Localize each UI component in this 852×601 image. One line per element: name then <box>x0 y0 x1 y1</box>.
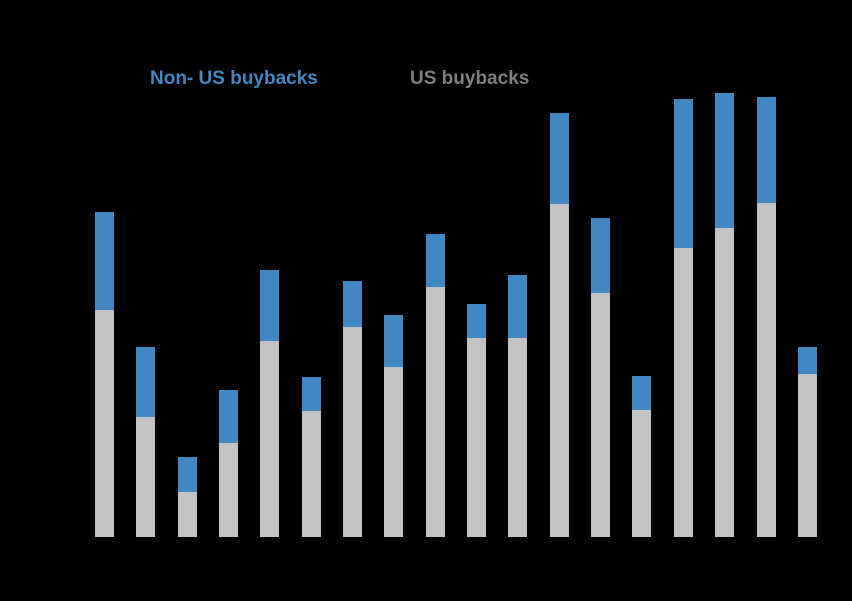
us-buybacks-segment <box>343 327 363 537</box>
non-us-buybacks-segment <box>425 234 445 287</box>
stacked-bar <box>136 347 156 537</box>
us-buybacks-segment <box>591 293 611 537</box>
non-us-buybacks-segment <box>219 390 239 443</box>
stacked-bar <box>756 97 776 537</box>
us-buybacks-segment <box>467 338 487 537</box>
stacked-bar <box>384 315 404 537</box>
non-us-buybacks-segment <box>756 97 776 203</box>
us-buybacks-segment <box>177 492 197 537</box>
non-us-buybacks-segment <box>508 275 528 338</box>
non-us-buybacks-segment <box>301 377 321 411</box>
us-buybacks-segment <box>715 228 735 537</box>
non-us-buybacks-segment <box>591 218 611 293</box>
us-buybacks-segment <box>301 411 321 537</box>
non-us-buybacks-segment <box>673 99 693 248</box>
non-us-buybacks-segment <box>797 347 817 374</box>
legend-item-non-us-buybacks: Non- US buybacks <box>150 68 318 89</box>
non-us-buybacks-segment <box>632 376 652 410</box>
non-us-buybacks-segment <box>467 304 487 338</box>
us-buybacks-segment <box>549 204 569 537</box>
non-us-buybacks-segment <box>177 457 197 492</box>
stacked-bar <box>508 275 528 537</box>
stacked-bar <box>219 390 239 537</box>
non-us-buybacks-segment <box>343 281 363 327</box>
stacked-bar <box>177 457 197 537</box>
us-buybacks-segment <box>797 374 817 537</box>
non-us-buybacks-segment <box>715 93 735 228</box>
stacked-bar <box>467 304 487 537</box>
stacked-bar <box>260 270 280 537</box>
plot-area <box>95 92 817 537</box>
us-buybacks-segment <box>136 417 156 537</box>
non-us-buybacks-segment <box>136 347 156 417</box>
stacked-bar <box>591 218 611 537</box>
us-buybacks-segment <box>95 310 114 537</box>
stacked-bar <box>343 281 363 537</box>
non-us-buybacks-segment <box>384 315 404 367</box>
stacked-bar <box>673 99 693 537</box>
us-buybacks-segment <box>260 341 280 537</box>
chart-legend: Non- US buybacks US buybacks <box>0 68 852 94</box>
legend-item-us-buybacks: US buybacks <box>410 68 530 89</box>
us-buybacks-segment <box>756 203 776 537</box>
stacked-bar <box>425 234 445 537</box>
us-buybacks-segment <box>673 248 693 537</box>
us-buybacks-segment <box>508 338 528 537</box>
us-buybacks-segment <box>632 410 652 537</box>
us-buybacks-segment <box>219 443 239 537</box>
stacked-bar <box>715 93 735 537</box>
non-us-buybacks-segment <box>95 212 114 310</box>
stacked-bar <box>549 113 569 537</box>
non-us-buybacks-segment <box>260 270 280 341</box>
stacked-bar <box>632 376 652 537</box>
non-us-buybacks-segment <box>549 113 569 204</box>
stacked-bar <box>95 212 114 537</box>
stacked-bar <box>301 377 321 537</box>
us-buybacks-segment <box>425 287 445 537</box>
stacked-bar <box>797 347 817 537</box>
us-buybacks-segment <box>384 367 404 537</box>
